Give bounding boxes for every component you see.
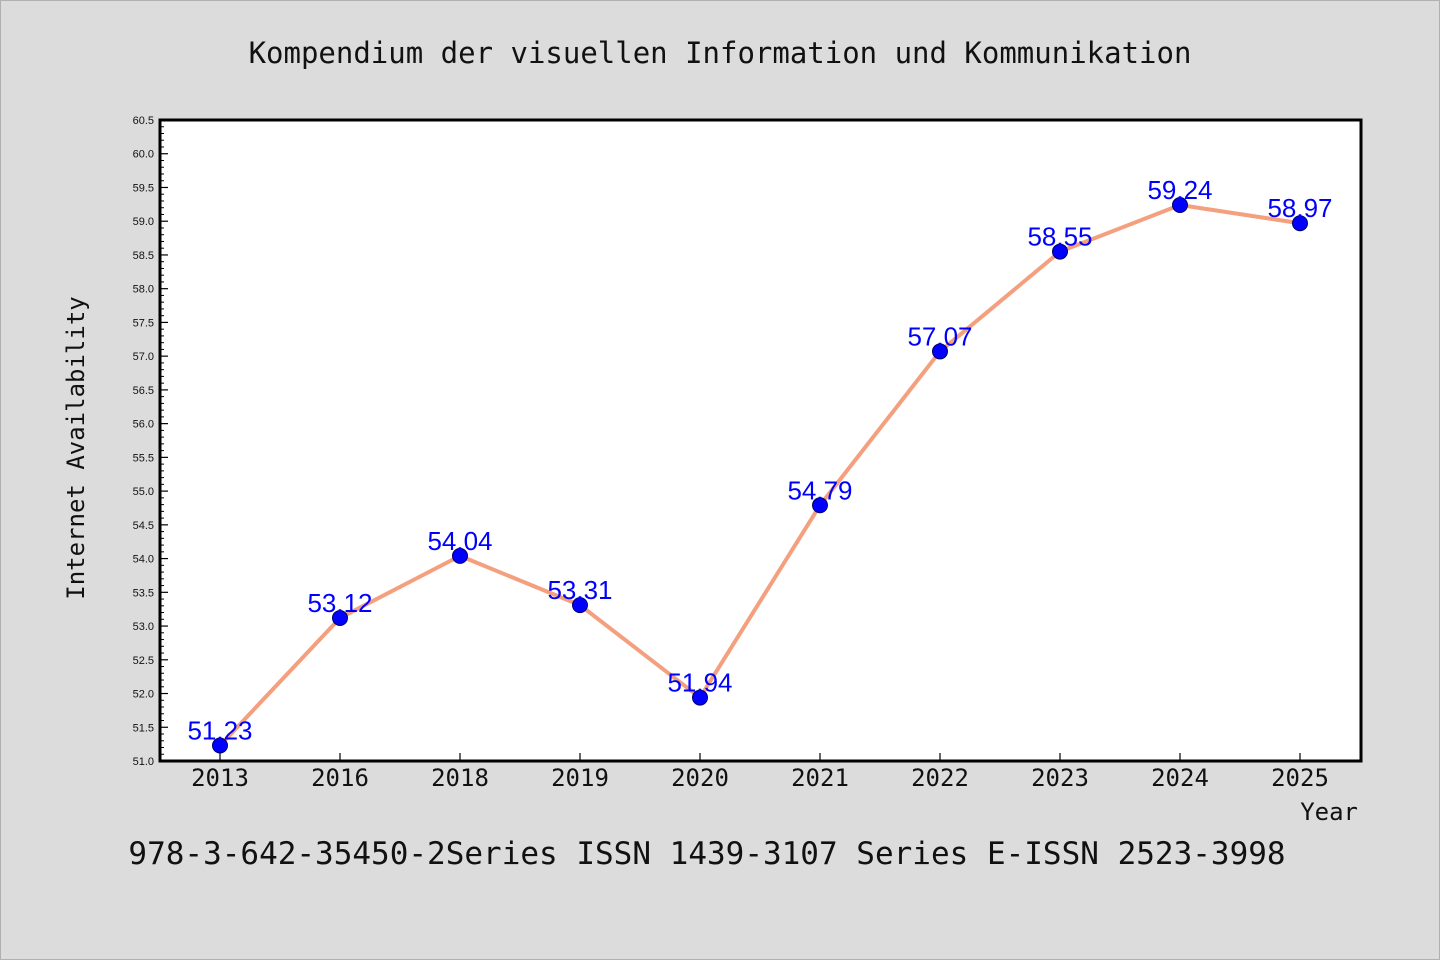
- y-tick-label: 58.0: [133, 284, 154, 296]
- y-tick-label: 60.5: [133, 115, 154, 127]
- x-tick-label: 2023: [1031, 764, 1089, 792]
- y-tick-label: 51.0: [133, 756, 154, 768]
- data-point-marker: [452, 547, 468, 564]
- y-tick-label: 57.0: [133, 351, 154, 363]
- x-tick-label: 2018: [431, 764, 489, 792]
- data-value-label: 58.97: [1267, 193, 1332, 223]
- data-point-marker: [812, 497, 828, 514]
- x-tick-label: 2019: [551, 764, 609, 792]
- data-point-marker: [1172, 197, 1188, 214]
- series-line: [218, 203, 1301, 747]
- plot-area: [158, 118, 1363, 763]
- data-point-marker: [932, 343, 948, 360]
- y-tick-label: 56.5: [133, 385, 154, 397]
- chart-title: Kompendium der visuellen Information und…: [249, 36, 1192, 70]
- data-labels: 51.23 53.12 54.04 53.31 51.94 54.79 57.07 58.55…: [187, 175, 1332, 745]
- data-value-label: 51.23: [187, 715, 252, 745]
- series-line-group: [218, 203, 1301, 747]
- data-value-label: 59.24: [1147, 175, 1212, 205]
- x-axis-label: Year: [1300, 798, 1358, 826]
- x-tick-label: 2020: [671, 764, 729, 792]
- y-tick-label: 52.0: [133, 689, 154, 701]
- y-axis-ticks: 51.0 51.5 52.0 52.5 53.0 53.5 54.0 54.5 55.0 55.5…: [133, 115, 168, 768]
- y-tick-label: 55.0: [133, 486, 154, 498]
- y-tick-label: 52.5: [133, 655, 154, 667]
- data-point-marker: [332, 609, 348, 626]
- data-value-label: 54.04: [427, 526, 492, 556]
- data-point-marker: [692, 689, 708, 706]
- data-point-marker: [212, 737, 228, 754]
- data-point-marker: [1292, 215, 1308, 232]
- x-tick-label: 2013: [191, 764, 249, 792]
- y-tick-label: 57.5: [133, 317, 154, 329]
- data-value-label: 54.79: [787, 475, 852, 505]
- data-point-marker: [572, 597, 588, 614]
- y-tick-label: 53.5: [133, 587, 154, 599]
- data-value-label: 53.31: [547, 575, 612, 605]
- x-tick-label: 2016: [311, 764, 369, 792]
- y-tick-label: 54.5: [133, 520, 154, 532]
- data-value-label: 57.07: [907, 321, 972, 351]
- data-value-label: 51.94: [667, 668, 732, 698]
- y-tick-label: 58.5: [133, 250, 154, 262]
- y-tick-label: 53.0: [133, 621, 154, 633]
- x-tick-label: 2022: [911, 764, 969, 792]
- y-tick-label: 54.0: [133, 554, 154, 566]
- y-tick-label: 51.5: [133, 722, 154, 734]
- y-tick-label: 56.0: [133, 419, 154, 431]
- y-tick-label: 55.5: [133, 452, 154, 464]
- footer-isbn-text: 978-3-642-35450-2Series ISSN 1439-3107 S…: [128, 836, 1285, 872]
- y-tick-label: 59.5: [133, 182, 154, 194]
- x-tick-label: 2025: [1271, 764, 1329, 792]
- y-tick-label: 59.0: [133, 216, 154, 228]
- data-value-label: 53.12: [307, 588, 372, 618]
- x-axis-ticks: 2013 2016 2018 2019 2020 2021 2022 2023 2024 2025: [191, 753, 1329, 792]
- x-tick-label: 2021: [791, 764, 849, 792]
- data-point-marker: [1052, 243, 1068, 260]
- data-value-label: 58.55: [1027, 222, 1092, 252]
- x-tick-label: 2024: [1151, 764, 1209, 792]
- y-axis-label: Internet Availability: [62, 296, 90, 599]
- y-tick-label: 60.0: [133, 149, 154, 161]
- data-markers: [212, 197, 1308, 754]
